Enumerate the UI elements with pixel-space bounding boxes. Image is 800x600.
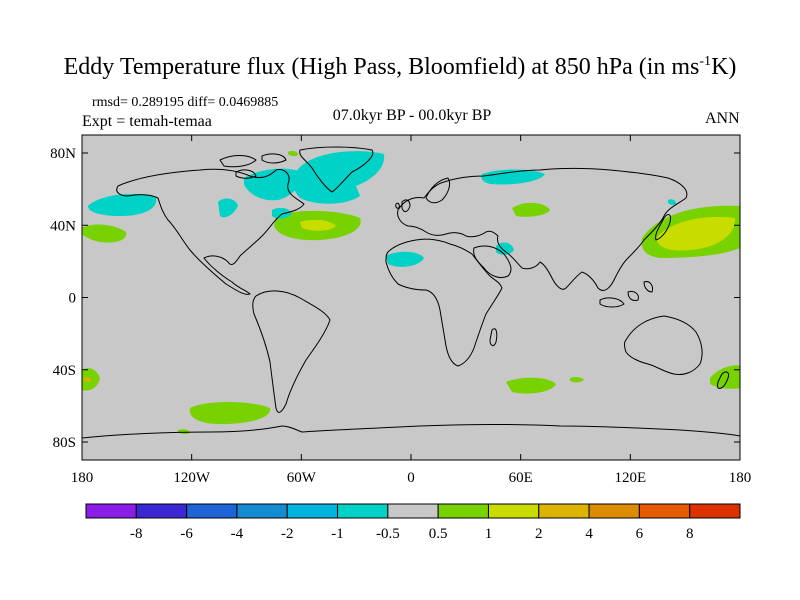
anomaly-patch-positive: [178, 429, 190, 435]
lon-tick-label: 180: [729, 470, 752, 486]
coastline-scandinavia: [425, 177, 451, 204]
colorbar-label: 4: [585, 526, 593, 542]
colorbar-label: 2: [535, 526, 543, 542]
season-label: ANN: [705, 110, 740, 127]
lon-tick-label: 0: [407, 470, 415, 486]
coastline-madagascar: [489, 328, 498, 347]
anomaly-patch-positive: [82, 224, 127, 243]
anomaly-patch-negative: [481, 169, 545, 185]
colorbar-label: 6: [636, 526, 644, 542]
anomaly-patch-positive: [300, 219, 336, 231]
lon-tick-label: 60W: [287, 470, 317, 486]
lat-tick-label: 80N: [50, 146, 76, 162]
colorbar-swatch: [186, 503, 238, 519]
colorbar-label: 1: [485, 526, 493, 542]
anomaly-patch-negative: [218, 198, 238, 218]
colorbar-swatch: [236, 503, 288, 519]
anomaly-patch-positive: [288, 151, 298, 157]
colorbar-label: -8: [130, 526, 143, 542]
colorbar-swatch: [487, 503, 540, 519]
anomaly-patch-positive: [512, 202, 550, 217]
anomaly-patches: [82, 151, 740, 435]
colorbar-swatch: [135, 503, 188, 519]
colorbar-label: 8: [686, 526, 694, 542]
title-main: Eddy Temperature flux (High Pass, Bloomf…: [63, 54, 700, 80]
coastline-british-isles: [395, 199, 411, 213]
anomaly-patch-positive: [570, 376, 584, 383]
colorbar-swatch: [538, 503, 590, 519]
longitude-axis: 180 120W 60W 0 60E 120E 180: [71, 135, 752, 486]
coastline-new-zealand: [717, 371, 729, 389]
anomaly-patch-positive: [189, 402, 271, 424]
title-tail: K): [711, 54, 737, 80]
lat-tick-label: 80S: [53, 435, 76, 451]
lat-tick-label: 0: [69, 291, 77, 307]
colorbar-swatch: [638, 503, 691, 519]
anomaly-patch-negative: [272, 207, 292, 219]
lon-tick-label: 120W: [173, 470, 211, 486]
coastline-africa: [385, 238, 503, 367]
colorbar-label: -4: [231, 526, 244, 542]
plot-title: Eddy Temperature flux (High Pass, Bloomf…: [0, 54, 800, 81]
anomaly-patch-positive: [656, 216, 736, 251]
colorbar-label: 0.5: [429, 526, 448, 542]
colorbar-swatch: [437, 503, 489, 519]
colorbar-swatch: [689, 503, 741, 519]
colorbar-swatch: [85, 503, 137, 519]
anomaly-patch-positive: [82, 368, 100, 391]
coastline-australia: [624, 315, 703, 375]
colorbar-label: -0.5: [376, 526, 400, 542]
title-superscript: -1: [699, 54, 712, 69]
anomaly-patch-negative: [244, 168, 301, 201]
anomaly-patch-negative: [496, 242, 514, 255]
colorbar-swatch: [337, 503, 389, 519]
anomaly-patch-negative: [668, 199, 676, 205]
anomaly-patch-negative: [293, 151, 385, 204]
period-label: 07.0kyr BP - 00.0kyr BP: [332, 107, 492, 124]
coastline-north-america: [116, 168, 305, 295]
coastline-maritime-asia: [599, 281, 653, 308]
lon-tick-label: 60E: [509, 470, 533, 486]
latitude-axis: 80N 40N 0 40S 80S: [50, 146, 740, 451]
lon-tick-label: 120E: [614, 470, 646, 486]
coastline-japan: [655, 214, 671, 241]
coastline-south-america: [252, 290, 331, 413]
anomaly-patch-negative: [88, 193, 157, 216]
coastline-eurasia: [397, 168, 688, 291]
colorbar-swatch: [286, 503, 339, 519]
colorbar-label: -2: [281, 526, 294, 542]
colorbar: -8 -6 -4 -2 -1 -0.5 0.5 1 2 4 6 8: [85, 503, 741, 542]
colorbar-swatch: [588, 503, 640, 519]
coastline-greenland: [299, 146, 374, 193]
coastline-arabia: [473, 245, 512, 279]
stats-line: rmsd= 0.289195 diff= 0.0469885: [92, 95, 279, 110]
anomaly-patch-negative: [386, 251, 424, 267]
coastlines: [81, 146, 741, 439]
coastline-arctic-islands: [219, 153, 287, 179]
lon-tick-label: 180: [71, 470, 94, 486]
colorbar-swatch: [387, 503, 439, 519]
lat-tick-label: 40S: [53, 363, 76, 379]
colorbar-label: -6: [180, 526, 193, 542]
map-ocean-background: [82, 135, 740, 460]
anomaly-patch-positive: [84, 377, 91, 383]
colorbar-label: -1: [331, 526, 344, 542]
experiment-label: Expt = temah-temaa: [82, 113, 212, 130]
coastline-antarctica: [81, 424, 741, 439]
anomaly-patch-positive: [506, 377, 556, 394]
lat-tick-label: 40N: [50, 218, 76, 234]
